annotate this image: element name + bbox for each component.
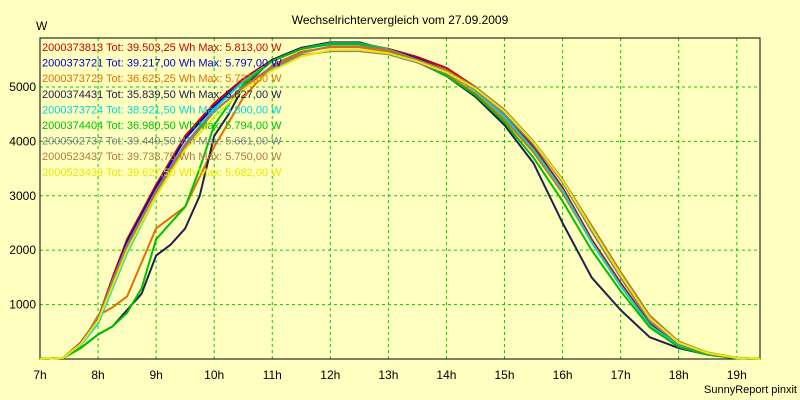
legend: 2000373813 Tot: 39.503,25 Wh Max: 5.813,… (42, 42, 282, 179)
legend-entry: 2000373813 Tot: 39.503,25 Wh Max: 5.813,… (42, 42, 282, 54)
x-tick-label: 13h (378, 368, 398, 382)
y-tick-label: 1000 (9, 298, 36, 312)
x-tick-label: 9h (149, 368, 162, 382)
plot-area (39, 37, 761, 360)
series-line-6 (39, 43, 761, 360)
x-tick-label: 8h (91, 368, 104, 382)
y-tick-label: 5000 (9, 80, 36, 94)
y-axis-label: W (36, 19, 48, 33)
legend-entry: 2000374431 Tot: 35.839,50 Wh Max: 5.827,… (42, 89, 282, 101)
series-line-8 (39, 45, 761, 360)
x-axis-ticks: 7h 8h 9h 10h 11h 12h 13h 14h 15h 16h 17h 18h 19h (33, 368, 746, 382)
legend-entry: 2000374404 Tot: 36.980,50 Wh Max: 5.794,… (42, 120, 282, 132)
x-tick-label: 15h (495, 368, 515, 382)
y-tick-label: 2000 (9, 243, 36, 257)
chart-credit: SunnyReport pinxit (704, 384, 797, 396)
chart-title: Wechselrichtervergleich vom 27.09.2009 (292, 13, 509, 27)
legend-entry: 2000502737 Tot: 39.449,50 Wh Max: 5.661,… (42, 136, 282, 148)
x-tick-label: 14h (436, 368, 456, 382)
legend-entry: 2000523437 Tot: 39.738,75 Wh Max: 5.750,… (42, 151, 282, 163)
x-tick-label: 12h (320, 368, 340, 382)
y-tick-label: 3000 (9, 189, 36, 203)
series-line-7 (39, 50, 761, 360)
legend-entry: 2000373721 Tot: 39.217,00 Wh Max: 5.797,… (42, 58, 282, 70)
x-tick-label: 19h (727, 368, 747, 382)
y-tick-label: 4000 (9, 134, 36, 148)
x-tick-label: 11h (263, 368, 282, 382)
series-line-9 (39, 49, 761, 360)
x-tick-label: 7h (33, 368, 46, 382)
x-tick-label: 17h (611, 368, 631, 382)
legend-entry: 2000373724 Tot: 38.921,50 Wh Max: 5.800,… (42, 104, 282, 116)
legend-entry: 2000373729 Tot: 36.625,25 Wh Max: 5.737,… (42, 73, 282, 85)
x-tick-label: 16h (553, 368, 573, 382)
legend-entry: 2000523439 Tot: 39.627,50 Wh Max: 5.682,… (42, 167, 282, 179)
x-tick-label: 18h (669, 368, 689, 382)
x-tick-label: 10h (204, 368, 224, 382)
series-lines (39, 41, 761, 360)
y-axis-ticks: 1000 2000 3000 4000 5000 (9, 80, 36, 312)
